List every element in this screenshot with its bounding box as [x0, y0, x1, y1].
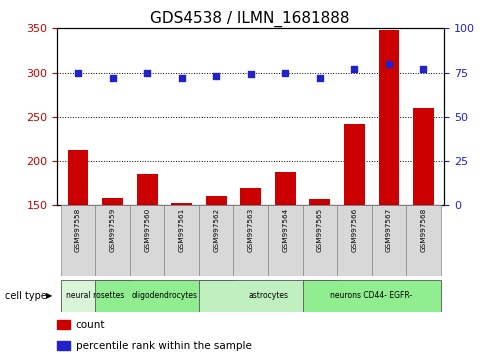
Bar: [406, 205, 441, 276]
Text: neurons CD44- EGFR-: neurons CD44- EGFR-: [330, 291, 413, 300]
Bar: [61, 280, 130, 312]
Text: neural rosettes: neural rosettes: [66, 291, 124, 300]
Bar: [241, 188, 261, 205]
Bar: [337, 205, 372, 276]
Bar: [199, 280, 337, 312]
Bar: [275, 172, 295, 205]
Bar: [372, 205, 406, 276]
Text: GSM997558: GSM997558: [75, 208, 81, 252]
Point: [212, 73, 220, 79]
Text: cell type: cell type: [5, 291, 47, 301]
Text: GSM997565: GSM997565: [317, 208, 323, 252]
Text: GSM997560: GSM997560: [144, 208, 150, 252]
Bar: [102, 198, 123, 205]
Text: GSM997563: GSM997563: [248, 208, 254, 252]
Bar: [302, 205, 337, 276]
Text: GSM997562: GSM997562: [213, 208, 219, 252]
Bar: [95, 280, 234, 312]
Point: [143, 70, 151, 75]
Bar: [61, 205, 95, 276]
Text: GSM997568: GSM997568: [420, 208, 426, 252]
Bar: [165, 205, 199, 276]
Bar: [268, 205, 302, 276]
Text: percentile rank within the sample: percentile rank within the sample: [76, 341, 251, 351]
Bar: [95, 205, 130, 276]
Point: [350, 66, 358, 72]
Text: oligodendrocytes: oligodendrocytes: [131, 291, 198, 300]
Text: count: count: [76, 320, 105, 330]
Text: GSM997567: GSM997567: [386, 208, 392, 252]
Bar: [302, 280, 441, 312]
Text: ▶: ▶: [46, 291, 52, 300]
Text: GSM997564: GSM997564: [282, 208, 288, 252]
Bar: [344, 124, 365, 205]
Bar: [199, 205, 234, 276]
Bar: [413, 108, 434, 205]
Bar: [137, 174, 158, 205]
Text: GSM997566: GSM997566: [351, 208, 357, 252]
Bar: [130, 205, 165, 276]
Bar: [68, 149, 88, 205]
Point: [109, 75, 117, 81]
Bar: [379, 30, 399, 205]
Bar: [171, 202, 192, 205]
Point: [281, 70, 289, 75]
Bar: [234, 205, 268, 276]
Text: GSM997561: GSM997561: [179, 208, 185, 252]
Text: GSM997559: GSM997559: [110, 208, 116, 252]
Point: [178, 75, 186, 81]
Point: [247, 72, 255, 77]
Bar: [206, 195, 227, 205]
Text: GDS4538 / ILMN_1681888: GDS4538 / ILMN_1681888: [150, 11, 349, 27]
Point: [385, 61, 393, 67]
Point: [419, 66, 427, 72]
Text: astrocytes: astrocytes: [248, 291, 288, 300]
Bar: [309, 199, 330, 205]
Point: [74, 70, 82, 75]
Point: [316, 75, 324, 81]
